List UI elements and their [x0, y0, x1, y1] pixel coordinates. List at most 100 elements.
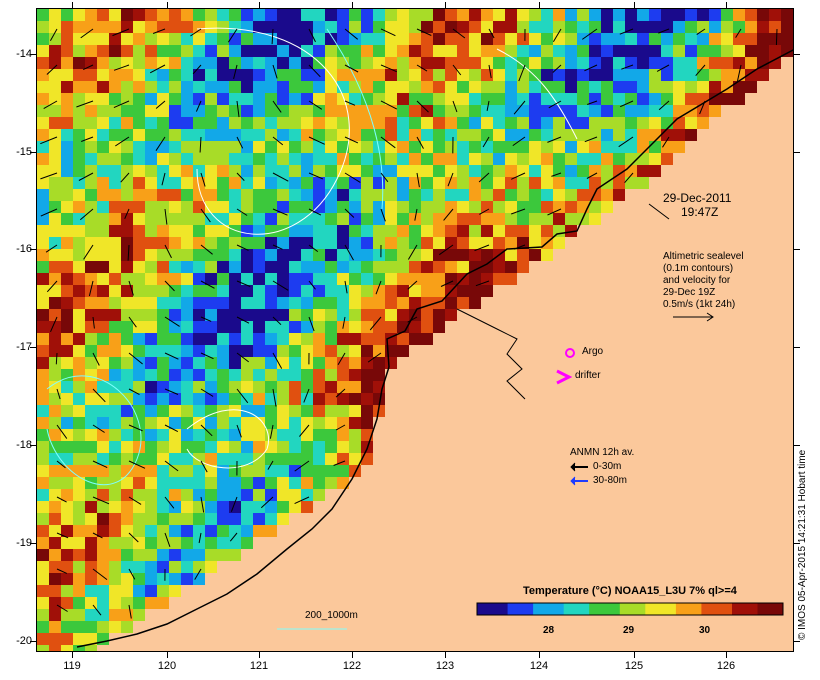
- lon-tick-label: 125: [624, 660, 644, 672]
- sst-cell: [301, 249, 313, 261]
- sst-cell: [241, 129, 253, 141]
- velocity-arrow: [236, 352, 250, 363]
- sst-cell: [529, 117, 541, 129]
- sst-cell: [205, 489, 217, 501]
- sst-cell: [637, 153, 649, 165]
- velocity-arrow: [198, 532, 202, 544]
- sst-cell: [517, 57, 529, 69]
- sst-cell: [697, 81, 709, 93]
- sst-cell: [73, 201, 85, 213]
- sst-cell: [85, 501, 97, 513]
- sst-cell: [217, 165, 229, 177]
- sst-cell: [253, 117, 265, 129]
- sst-cell: [217, 201, 229, 213]
- sst-cell: [493, 81, 505, 93]
- sst-cell: [145, 573, 157, 585]
- sst-cell: [169, 69, 181, 81]
- sst-cell: [49, 645, 61, 651]
- colorbar-segment: [573, 603, 580, 615]
- sst-cell: [469, 69, 481, 81]
- sst-cell: [289, 285, 301, 297]
- velocity-arrow: [478, 172, 490, 183]
- sst-cell: [97, 309, 109, 321]
- altimetry-contours: [46, 27, 578, 630]
- sst-cell: [661, 69, 673, 81]
- sst-cell: [313, 417, 325, 429]
- sst-cell: [73, 345, 85, 357]
- sst-cell: [49, 333, 61, 345]
- sst-cell: [109, 45, 121, 57]
- sst-cell: [529, 189, 541, 201]
- sst-cell: [157, 33, 169, 45]
- sst-cell: [157, 441, 169, 453]
- sst-cell: [169, 45, 181, 57]
- sst-cell: [697, 33, 709, 45]
- colorbar-segment: [517, 603, 524, 615]
- sst-cell: [265, 93, 277, 105]
- velocity-arrow: [658, 100, 670, 111]
- velocity-arrow: [164, 532, 171, 547]
- sst-cell: [133, 105, 145, 117]
- sst-cell: [373, 369, 385, 381]
- sst-cell: [121, 417, 133, 429]
- sst-cell: [193, 561, 205, 573]
- sst-cell: [289, 441, 301, 453]
- sst-field: [37, 9, 793, 651]
- colorbar-segment: [568, 603, 575, 615]
- velocity-arrow: [380, 208, 386, 222]
- sst-cell: [133, 573, 145, 585]
- sst-cell: [49, 381, 61, 393]
- sst-cell: [49, 489, 61, 501]
- sst-cell: [613, 69, 625, 81]
- sst-cell: [145, 585, 157, 597]
- sst-cell: [301, 33, 313, 45]
- sst-cell: [61, 93, 73, 105]
- sst-cell: [49, 225, 61, 237]
- sst-cell: [289, 45, 301, 57]
- sst-cell: [133, 141, 145, 153]
- sst-cell: [397, 81, 409, 93]
- sst-cell: [37, 429, 49, 441]
- sst-cell: [121, 333, 133, 345]
- sst-cell: [313, 225, 325, 237]
- sst-cell: [157, 477, 169, 489]
- sst-cell: [529, 141, 541, 153]
- sst-cell: [589, 213, 601, 225]
- sst-cell: [277, 465, 289, 477]
- sst-cell: [265, 273, 277, 285]
- sst-cell: [181, 357, 193, 369]
- sst-cell: [433, 9, 445, 21]
- sst-cell: [265, 213, 277, 225]
- sst-cell: [733, 45, 745, 57]
- sst-cell: [553, 189, 565, 201]
- sst-cell: [181, 573, 193, 585]
- sst-cell: [673, 105, 685, 117]
- sst-cell: [601, 33, 613, 45]
- argo-label: Argo: [582, 346, 604, 357]
- sst-cell: [325, 33, 337, 45]
- sst-cell: [181, 513, 193, 525]
- sst-cell: [85, 129, 97, 141]
- sst-cell: [421, 21, 433, 33]
- sst-cell: [325, 453, 337, 465]
- sst-cell: [337, 261, 349, 273]
- sst-cell: [37, 105, 49, 117]
- lat-tick-label: -17: [16, 341, 32, 353]
- sst-cell: [37, 477, 49, 489]
- sst-cell: [205, 477, 217, 489]
- sst-cell: [685, 81, 697, 93]
- sst-cell: [613, 93, 625, 105]
- velocity-arrow: [272, 280, 289, 291]
- sst-cell: [517, 249, 529, 261]
- sst-cell: [313, 93, 325, 105]
- sst-cell: [481, 21, 493, 33]
- sst-cell: [289, 417, 301, 429]
- sst-cell: [157, 117, 169, 129]
- velocity-arrow: [547, 136, 562, 143]
- sst-cell: [145, 45, 157, 57]
- sst-cell: [277, 237, 289, 249]
- sst-cell: [661, 153, 673, 165]
- velocity-arrow: [236, 244, 249, 251]
- sst-cell: [409, 201, 421, 213]
- sst-cell: [109, 609, 121, 621]
